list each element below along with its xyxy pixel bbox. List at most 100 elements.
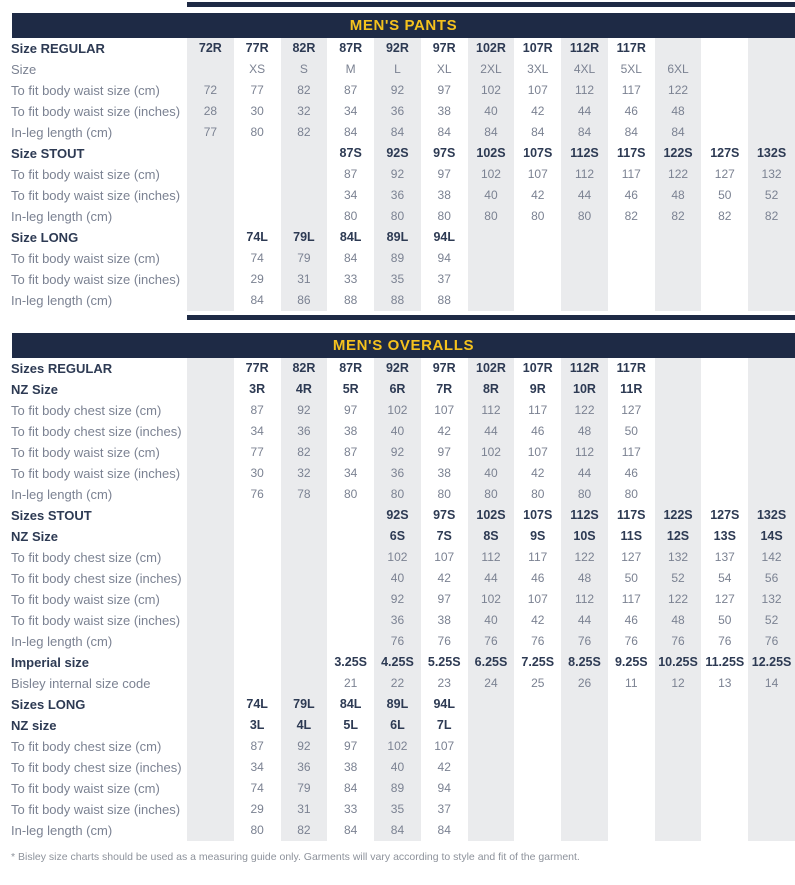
size-cell: 107 xyxy=(527,592,548,606)
size-cell: 21 xyxy=(344,676,358,690)
size-cell xyxy=(654,694,702,715)
size-cell: 107 xyxy=(434,739,455,753)
size-cell: 76 xyxy=(250,487,264,501)
size-cell: 80 xyxy=(531,209,545,223)
row-label: Size xyxy=(11,62,37,77)
size-cell xyxy=(701,694,748,715)
row-label: To fit body waist size (inches) xyxy=(11,188,181,203)
size-cell xyxy=(701,484,748,505)
size-cell: 84 xyxy=(531,125,545,139)
size-cell xyxy=(234,505,281,526)
size-cell xyxy=(187,164,234,185)
size-cell: 44 xyxy=(561,463,608,484)
size-cell: 42 xyxy=(437,424,451,438)
size-cell xyxy=(748,442,795,463)
size-cell xyxy=(701,799,748,820)
size-cell: 80 xyxy=(374,484,421,505)
size-cell: 40 xyxy=(467,610,515,631)
size-cell xyxy=(701,38,748,59)
size-cell: 88 xyxy=(344,293,358,307)
size-cell xyxy=(654,442,702,463)
table-row: To fit body chest size (cm) 102 107 112 117 1… xyxy=(0,547,795,568)
size-cell xyxy=(748,463,795,484)
row-label: In-leg length (cm) xyxy=(11,487,113,502)
size-cell: 112 xyxy=(561,164,608,185)
row-label: To fit body waist size (cm) xyxy=(11,445,160,460)
size-cell: 88 xyxy=(374,290,421,311)
size-cell: 112 xyxy=(467,400,515,421)
size-cell: 26 xyxy=(561,673,608,694)
size-cell: 34 xyxy=(250,760,264,774)
size-cell: 74 xyxy=(250,781,264,795)
size-cell: 48 xyxy=(654,610,702,631)
size-cell xyxy=(187,290,234,311)
size-cell: 142 xyxy=(748,547,795,568)
size-cell: 112S xyxy=(561,143,608,164)
size-cell xyxy=(654,358,702,379)
size-cell xyxy=(234,568,281,589)
size-cell: 52 xyxy=(654,568,702,589)
size-cell: 92R xyxy=(374,38,421,59)
size-cell: 76 xyxy=(561,631,608,652)
size-cell: 4.25S xyxy=(374,652,421,673)
size-cell: 72 xyxy=(187,80,234,101)
table-row: Sizes STOUT 92S 97S 102S 107S 112S 117S 122S 127… xyxy=(0,505,795,526)
table-row: To fit body waist size (cm) 74 79 84 89 94 xyxy=(0,778,795,799)
size-cell xyxy=(187,442,234,463)
table-row: NZ size 3L 4L 5L 6L 7L xyxy=(0,715,795,736)
size-cell: 82 xyxy=(718,209,732,223)
size-cell xyxy=(748,59,795,80)
table-row: In-leg length (cm) 77 80 82 84 84 84 84 84 84 84 84 xyxy=(0,122,795,143)
table-row: Sizes REGULAR 77R 82R 87R 92R 97R 102R 107R 112R… xyxy=(0,358,795,379)
size-cell: 80 xyxy=(344,209,358,223)
size-cell xyxy=(748,715,795,736)
size-cell xyxy=(187,206,234,227)
size-cell: 88 xyxy=(437,293,451,307)
size-cell: 30 xyxy=(250,104,264,118)
size-cell: 76 xyxy=(531,634,545,648)
size-cell: 22 xyxy=(374,673,421,694)
size-cell: 89 xyxy=(374,778,421,799)
size-cell xyxy=(234,673,281,694)
size-cell: 122 xyxy=(654,164,702,185)
size-cell xyxy=(514,248,561,269)
size-cell: 107 xyxy=(527,83,548,97)
size-cell: 80 xyxy=(561,484,608,505)
size-cell: 46 xyxy=(624,466,638,480)
size-cell: XS xyxy=(249,62,266,76)
size-cell: 107R xyxy=(522,361,553,375)
row-label: In-leg length (cm) xyxy=(11,293,113,308)
size-cell xyxy=(187,421,234,442)
size-cell: 117 xyxy=(621,445,641,459)
size-cell xyxy=(187,59,234,80)
size-cell xyxy=(701,715,748,736)
size-cell: 102 xyxy=(467,589,515,610)
size-cell xyxy=(280,185,328,206)
table-row: Size LONG 74L 79L 84L 89L 94L xyxy=(0,227,795,248)
size-cell xyxy=(701,101,748,122)
size-cell: 80 xyxy=(531,487,545,501)
table-row: To fit body waist size (inches) 29 31 33 35 3… xyxy=(0,799,795,820)
size-cell: 76 xyxy=(748,631,795,652)
size-cell: 77R xyxy=(245,361,269,375)
table-row: Size XS S M L XL 2XL 3XL 4XL 5XL 6XL xyxy=(0,59,795,80)
size-cell: 34 xyxy=(344,188,358,202)
overalls-title-band: MEN'S OVERALLS xyxy=(12,333,795,358)
size-cell xyxy=(748,101,795,122)
size-cell: 46 xyxy=(624,104,638,118)
size-cell: 36 xyxy=(280,421,328,442)
size-cell: 87 xyxy=(344,167,358,181)
size-cell: 97 xyxy=(344,739,358,753)
size-cell xyxy=(654,757,702,778)
size-cell: 10S xyxy=(561,526,608,547)
size-cell: 102 xyxy=(467,164,515,185)
size-cell: 37 xyxy=(437,272,451,286)
size-cell: 102 xyxy=(374,736,421,757)
size-cell xyxy=(608,778,655,799)
size-cell xyxy=(608,757,655,778)
row-label: Imperial size xyxy=(11,655,90,670)
size-cell xyxy=(467,248,515,269)
size-cell: 112S xyxy=(561,505,608,526)
size-cell: 14S xyxy=(748,526,795,547)
size-cell: 42 xyxy=(531,466,545,480)
